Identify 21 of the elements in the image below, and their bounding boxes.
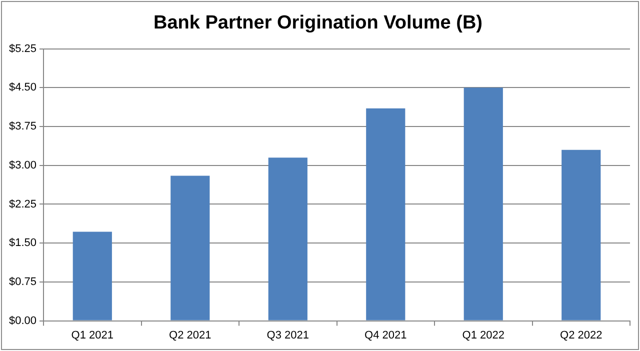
y-tick-label: $4.50 (8, 82, 37, 94)
x-tick-label: Q1 2021 (71, 329, 114, 342)
y-tick-label: $0.00 (8, 314, 37, 327)
y-tick-label: $0.75 (8, 276, 37, 288)
y-tick-label: $3.00 (8, 159, 37, 172)
x-tick-label: Q2 2022 (560, 329, 602, 342)
x-tick-label: Q1 2022 (462, 329, 504, 342)
x-tick-label: Q2 2021 (169, 329, 212, 342)
x-tick-label: Q3 2021 (266, 329, 309, 342)
x-tick-label: Q4 2021 (364, 329, 407, 342)
bar (170, 176, 210, 320)
y-tick-label: $1.50 (8, 237, 37, 250)
bar (562, 150, 601, 320)
bar (464, 88, 503, 320)
y-tick-label: $5.25 (8, 42, 37, 55)
y-tick-label: $2.25 (8, 198, 37, 210)
y-tick-label: $3.75 (8, 120, 37, 133)
bar (268, 158, 308, 320)
bar (366, 108, 406, 320)
bar (72, 232, 112, 320)
chart-title: Bank Partner Origination Volume (B) (153, 12, 483, 34)
